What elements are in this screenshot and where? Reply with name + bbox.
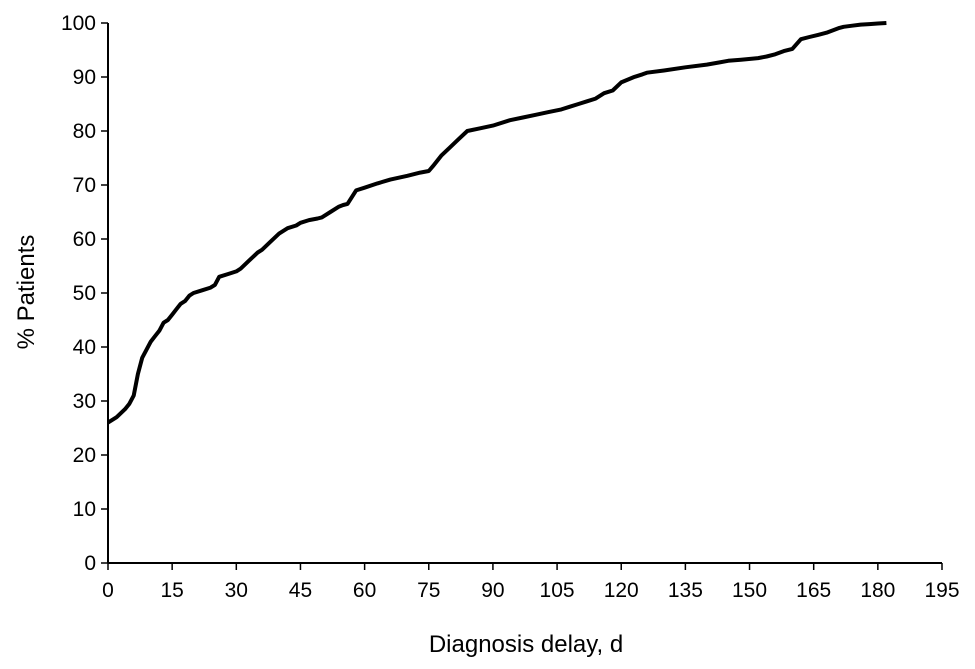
x-tick-label: 90 [481,579,504,602]
x-tick-label: 30 [225,579,248,602]
y-tick-label: 50 [73,282,96,305]
x-tick-label: 165 [796,579,831,602]
x-tick-label: 120 [604,579,639,602]
series-lines [106,21,887,425]
x-tick-label: 135 [668,579,703,602]
x-tick-label: 180 [860,579,895,602]
x-axis-ticks: 0 15 30 45 60 75 90 105 120 135 150 165 180 195 [102,563,960,602]
axes [107,23,942,564]
y-tick-label: 30 [73,390,96,413]
x-axis-title: Diagnosis delay, d [429,631,623,658]
y-tick-label: 40 [73,336,96,359]
y-tick-label: 20 [73,444,96,467]
y-axis-ticks: 0 10 20 30 40 50 60 70 80 90 100 [61,12,108,575]
y-tick-label: 90 [73,66,96,89]
x-tick-label: 45 [289,579,312,602]
x-tick-label: 195 [924,579,959,602]
y-tick-label: 70 [73,174,96,197]
x-tick-label: 60 [353,579,376,602]
series-line [106,21,887,425]
x-tick-label: 150 [732,579,767,602]
y-tick-label: 10 [73,498,96,521]
y-tick-label: 60 [73,228,96,251]
x-tick-label: 15 [160,579,183,602]
x-tick-label: 75 [417,579,440,602]
y-tick-label: 80 [73,120,96,143]
y-tick-label: 100 [61,12,96,35]
x-tick-label: 105 [540,579,575,602]
y-axis-title: % Patients [13,235,40,350]
y-tick-label: 0 [84,552,96,575]
x-tick-label: 0 [102,579,114,602]
